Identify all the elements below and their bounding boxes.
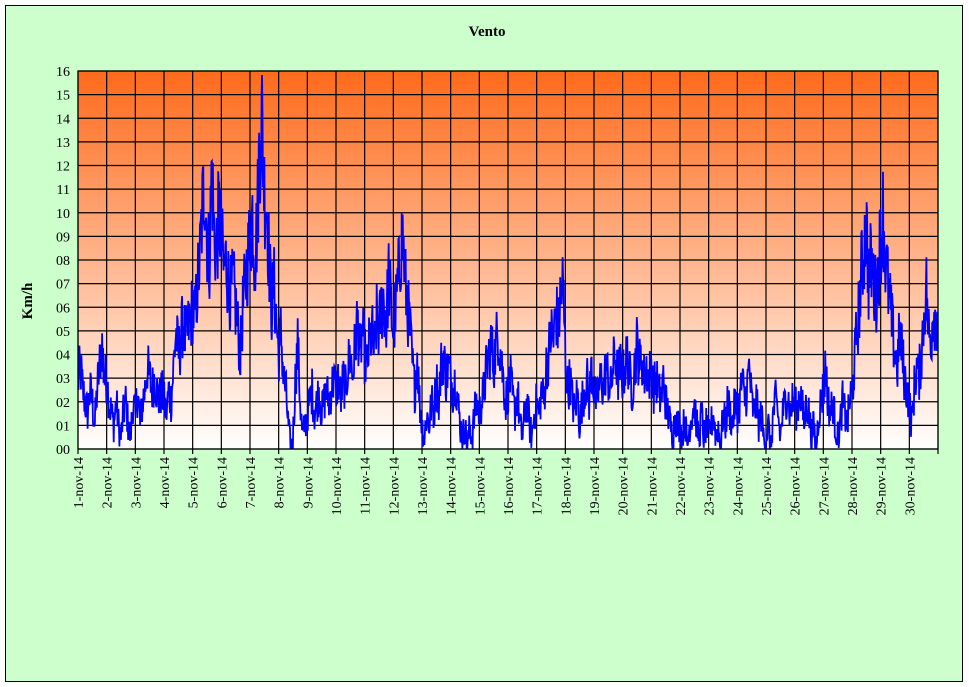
- x-tick-label: 1-nov-14: [72, 457, 87, 508]
- x-tick-label: 9-nov-14: [301, 457, 316, 508]
- x-tick-label: 19-nov-14: [588, 457, 603, 515]
- chart-area: Vento Km/h 00 01 02 03 04 05 06 07 08 09 10 11 12 13 1…: [5, 5, 963, 682]
- x-tick-label: 5-nov-14: [187, 457, 202, 508]
- x-tick-label: 30-nov-14: [903, 457, 918, 515]
- y-tick-label: 10: [56, 207, 70, 222]
- plot-border: [77, 70, 939, 450]
- y-tick-label: 14: [56, 112, 70, 127]
- y-tick-label: 02: [56, 396, 70, 411]
- y-tick-label: 11: [57, 183, 70, 198]
- y-tick-label: 00: [56, 443, 70, 458]
- x-tick-label: 7-nov-14: [244, 457, 259, 508]
- x-tick-label: 15-nov-14: [473, 457, 488, 515]
- y-tick-label: 06: [56, 301, 70, 316]
- y-tick-label: 15: [56, 89, 70, 104]
- x-tick-label: 24-nov-14: [731, 457, 746, 515]
- y-tick-label: 12: [56, 160, 70, 175]
- x-tick-label: 29-nov-14: [875, 457, 890, 515]
- x-tick-label: 21-nov-14: [645, 457, 660, 515]
- x-tick-label: 13-nov-14: [416, 457, 431, 515]
- x-tick-label: 17-nov-14: [531, 457, 546, 515]
- x-tick-label: 3-nov-14: [129, 457, 144, 508]
- x-tick-label: 18-nov-14: [559, 457, 574, 515]
- x-tick-label: 27-nov-14: [817, 457, 832, 515]
- x-tick-label: 14-nov-14: [445, 457, 460, 515]
- y-tick-label: 05: [56, 325, 70, 340]
- y-tick-label: 01: [56, 419, 70, 434]
- x-tick-label: 28-nov-14: [846, 457, 861, 515]
- x-tick-label: 16-nov-14: [502, 457, 517, 515]
- x-tick-label: 11-nov-14: [359, 457, 374, 515]
- y-tick-label: 08: [56, 254, 70, 269]
- wind-speed-series-line: [78, 74, 938, 449]
- y-tick-label: 13: [56, 136, 70, 151]
- y-tick-label: 03: [56, 372, 70, 387]
- x-tick-label: 22-nov-14: [674, 457, 689, 515]
- x-tick-label: 26-nov-14: [789, 457, 804, 515]
- x-tick-label: 12-nov-14: [387, 457, 402, 515]
- x-tick-label: 20-nov-14: [617, 457, 632, 515]
- wind-chart: Vento Km/h 00 01 02 03 04 05 06 07 08 09 10 11 12 13 1…: [20, 24, 939, 515]
- x-tick-label: 10-nov-14: [330, 457, 345, 515]
- x-tick-label: 8-nov-14: [273, 457, 288, 508]
- x-tick-label: 2-nov-14: [101, 457, 116, 508]
- y-tick-label: 09: [56, 230, 70, 245]
- x-tick-label: 4-nov-14: [158, 457, 173, 508]
- x-tick-label: 23-nov-14: [703, 457, 718, 515]
- chart-title: Vento: [469, 24, 506, 40]
- y-tick-label: 04: [56, 349, 70, 364]
- y-tick-label: 07: [56, 278, 70, 293]
- x-tick-label: 25-nov-14: [760, 457, 775, 515]
- y-tick-label: 16: [56, 65, 70, 80]
- x-tick-label: 6-nov-14: [215, 457, 230, 508]
- y-axis-label: Km/h: [20, 282, 36, 319]
